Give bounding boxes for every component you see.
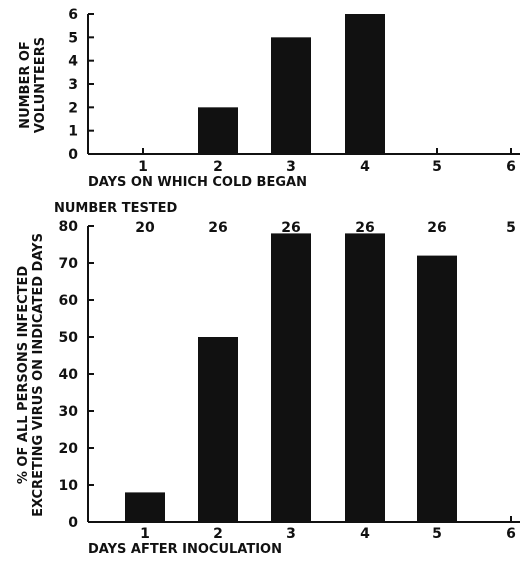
- bars-group: [125, 233, 457, 522]
- number-tested-value: 26: [281, 220, 300, 236]
- y-axis-label-line-1: % OF ALL PERSONS INFECTED: [16, 266, 31, 485]
- x-tick-label-1: 1: [138, 159, 148, 175]
- x-tick-label-5: 5: [432, 526, 442, 542]
- bars-group: [198, 14, 385, 155]
- number-tested-value: 20: [135, 220, 155, 236]
- y-ticks-group: 0 1 2 3 4 5 6: [68, 7, 94, 163]
- chart-virus-excretion: NUMBER TESTED 20 26 26 26 26 5 01020304050607…: [16, 201, 520, 557]
- x-tick-label-4: 4: [360, 526, 370, 542]
- y-tick-label: 2: [68, 100, 78, 116]
- x-tick-label-6: 6: [506, 159, 516, 175]
- y-tick-label: 3: [68, 77, 78, 93]
- x-ticks-group: 1 2 3 4 5 6: [138, 148, 516, 175]
- y-tick-label: 4: [68, 54, 78, 70]
- x-axis-label: DAYS ON WHICH COLD BEGAN: [88, 175, 307, 190]
- x-tick-label-2: 2: [213, 159, 223, 175]
- bar-day-4: [345, 14, 385, 154]
- y-tick-label: 80: [59, 219, 79, 235]
- number-tested-value: 26: [208, 220, 227, 236]
- y-axis-label-line-2: EXCRETING VIRUS ON INDICATED DAYS: [31, 233, 46, 517]
- y-tick-label: 6: [68, 7, 78, 23]
- number-tested-values-group: 20 26 26 26 26 5: [135, 220, 516, 236]
- number-tested-value: 5: [506, 220, 516, 236]
- y-ticks-group: 0 10 20 30 40 50 60 70 80: [59, 219, 94, 531]
- chart-cold-onset: 0 1 2 3 4 5 6 1 2 3 4 5 6 NUMBER OF VOLUNTEERS DAYS…: [18, 7, 520, 190]
- y-tick-label: 5: [68, 30, 78, 46]
- y-axis-label-line-1: NUMBER OF: [18, 41, 33, 129]
- y-tick-label: 1: [68, 124, 78, 140]
- number-tested-value: 26: [427, 220, 446, 236]
- number-tested-label: NUMBER TESTED: [54, 201, 178, 216]
- y-tick-label: 40: [59, 367, 79, 383]
- x-tick-label-2: 2: [213, 526, 223, 542]
- y-tick-label: 0: [68, 147, 78, 163]
- y-tick-label: 10: [59, 478, 79, 494]
- bar-day-5: [417, 255, 457, 522]
- bar-day-2: [198, 337, 238, 522]
- x-tick-label-4: 4: [360, 159, 370, 175]
- number-tested-value: 26: [355, 220, 374, 236]
- x-tick-label-1: 1: [140, 526, 150, 542]
- x-tick-label-6: 6: [506, 526, 516, 542]
- y-axis-label-line-2: VOLUNTEERS: [33, 37, 48, 133]
- bar-day-2: [198, 107, 238, 154]
- y-tick-label: 30: [59, 404, 79, 420]
- x-ticks-group: 1 2 3 4 5 6: [140, 516, 516, 542]
- y-tick-label: 0: [68, 515, 78, 531]
- bar-day-3: [271, 37, 311, 155]
- x-tick-label-5: 5: [432, 159, 442, 175]
- y-tick-label: 20: [59, 441, 79, 457]
- y-tick-label: 50: [59, 330, 79, 346]
- bar-day-4: [345, 233, 385, 522]
- x-tick-label-3: 3: [286, 159, 296, 175]
- bar-day-3: [271, 233, 311, 522]
- y-tick-label: 60: [59, 293, 79, 309]
- y-tick-label: 70: [59, 256, 79, 272]
- x-axis-label: DAYS AFTER INOCULATION: [88, 542, 282, 557]
- x-tick-label-3: 3: [286, 526, 296, 542]
